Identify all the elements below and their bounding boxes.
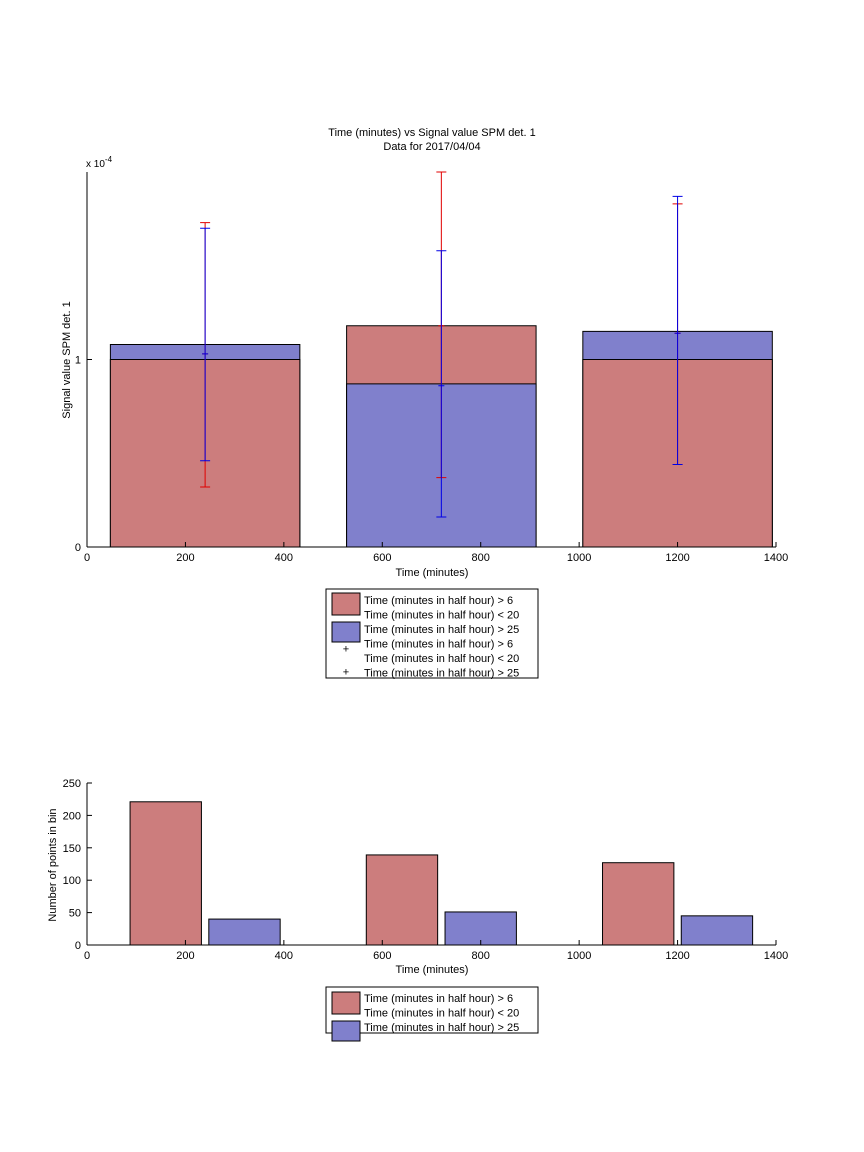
y-tick-label: 50 [69, 908, 81, 920]
bar-blue-0 [208, 918, 281, 946]
legend-marker-blue: + [343, 667, 349, 679]
chart-title: Time (minutes) vs Signal value SPM det. … [328, 127, 535, 139]
x-axis-label: Time (minutes) [396, 964, 469, 976]
bar-red-0 [129, 801, 202, 946]
x-tick-label: 400 [275, 950, 293, 962]
y-axis-label: Signal value SPM det. 1 [61, 301, 73, 418]
legend-label: Time (minutes in half hour) < 20 [364, 1008, 519, 1020]
legend-label: Time (minutes in half hour) < 20 [364, 653, 519, 665]
x-tick-label: 1200 [665, 552, 689, 564]
y-tick-label: 150 [63, 843, 81, 855]
legend-box [325, 588, 539, 679]
legend-swatch-blue [331, 621, 361, 643]
count-chart: 0 200 400 600 800 1000 1200 1400 0 50 100 150 200 250… [47, 778, 789, 1042]
y-tick-label: 250 [63, 778, 81, 790]
plot-area: 0 200 400 600 800 1000 1200 1400 0 1 [75, 171, 788, 564]
legend-label: Time (minutes in half hour) > 25 [364, 624, 519, 636]
chart-subtitle: Data for 2017/04/04 [383, 141, 480, 153]
bar-blue-2 [680, 915, 754, 946]
x-tick-label: 0 [84, 950, 90, 962]
legend-label: Time (minutes in half hour) > 6 [364, 639, 513, 651]
x-tick-label: 1400 [764, 552, 788, 564]
legend-label: Time (minutes in half hour) > 25 [364, 1022, 519, 1034]
y-tick-label: 0 [75, 542, 81, 554]
x-tick-label: 600 [373, 950, 391, 962]
x-tick-label: 600 [373, 552, 391, 564]
legend-box [325, 986, 539, 1034]
legend-label: Time (minutes in half hour) > 25 [364, 668, 519, 680]
x-tick-label: 200 [176, 552, 194, 564]
y-exponent-label: x 10-4 [86, 155, 113, 170]
x-tick-label: 400 [275, 552, 293, 564]
x-tick-label: 1400 [764, 950, 788, 962]
x-tick-label: 0 [84, 552, 90, 564]
bar-red-1 [365, 854, 439, 946]
legend: Time (minutes in half hour) > 6 Time (min… [325, 588, 539, 680]
signal-chart: Time (minutes) vs Signal value SPM det. … [61, 127, 788, 680]
y-tick-label: 0 [75, 940, 81, 952]
x-tick-label: 1000 [567, 950, 591, 962]
legend-label: Time (minutes in half hour) > 6 [364, 993, 513, 1005]
legend-swatch-blue [331, 1020, 361, 1042]
y-tick-label: 1 [75, 355, 81, 367]
x-tick-label: 1000 [567, 552, 591, 564]
y-tick-label: 200 [63, 810, 81, 822]
bar-red-2 [602, 862, 675, 946]
x-axis-label: Time (minutes) [396, 567, 469, 579]
x-tick-label: 800 [472, 950, 490, 962]
y-tick-label: 100 [63, 875, 81, 887]
legend-swatch-red [331, 592, 361, 616]
plot-area: 0 200 400 600 800 1000 1200 1400 0 50 100 150 200 250 [63, 778, 789, 962]
x-tick-label: 1200 [665, 950, 689, 962]
x-tick-label: 800 [472, 552, 490, 564]
y-axis-label: Number of points in bin [47, 808, 59, 921]
legend-marker-red: + [343, 644, 349, 656]
bar-blue-1 [444, 911, 517, 946]
legend-swatch-red [331, 991, 361, 1015]
legend-label: Time (minutes in half hour) < 20 [364, 610, 519, 622]
legend-label: Time (minutes in half hour) > 6 [364, 595, 513, 607]
x-tick-label: 200 [176, 950, 194, 962]
legend: Time (minutes in half hour) > 6 Time (min… [325, 986, 539, 1042]
